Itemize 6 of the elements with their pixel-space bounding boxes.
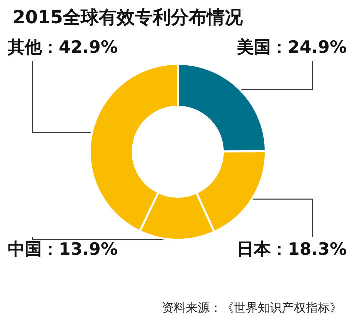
slice-label: 中国：13.9% bbox=[8, 240, 118, 260]
slice-label: 其他：42.9% bbox=[7, 38, 118, 58]
slice-label: 日本：18.3% bbox=[237, 240, 347, 260]
slice-label: 美国：24.9% bbox=[236, 38, 347, 58]
text: 资料来源：《世界知识产权指标》 bbox=[162, 301, 342, 315]
chart-title: 2015全球有效专利分布情况 bbox=[13, 8, 244, 28]
